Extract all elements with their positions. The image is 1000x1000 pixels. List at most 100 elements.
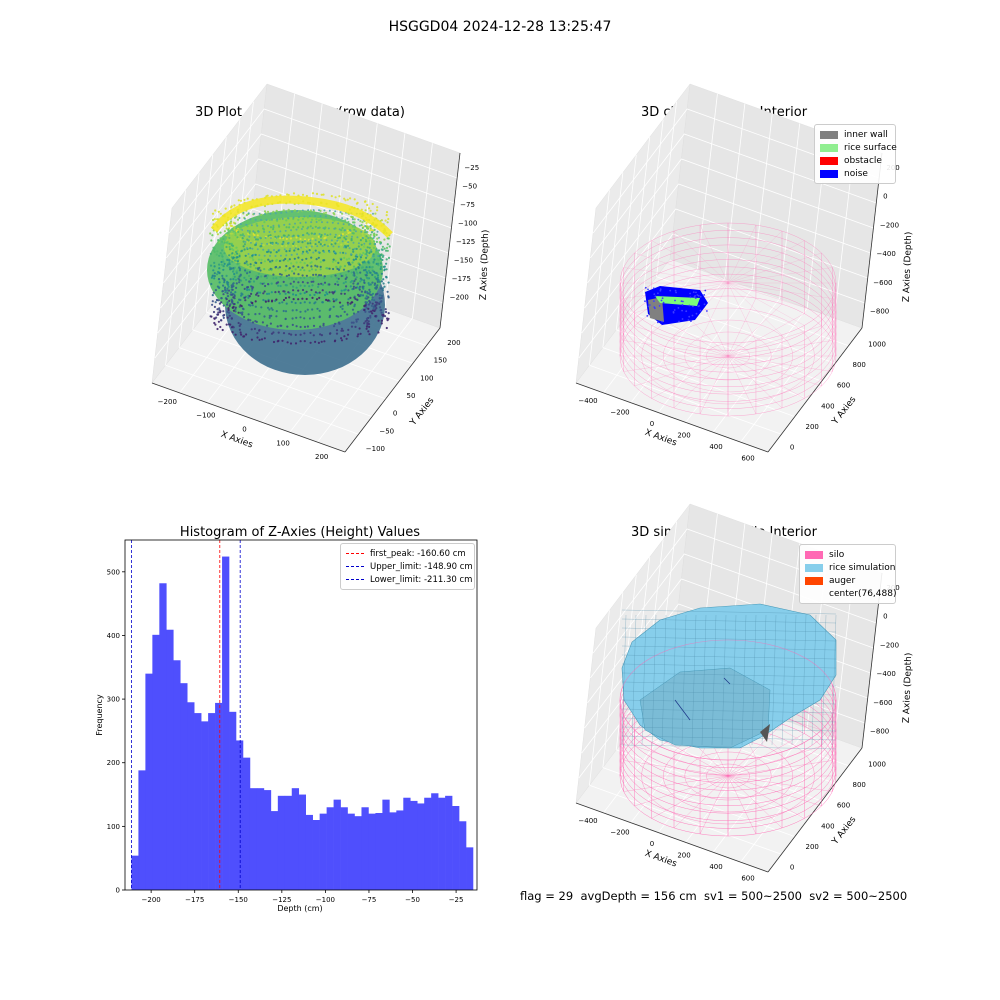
raw-point <box>314 239 317 242</box>
raw-point <box>215 298 218 302</box>
raw-point <box>248 231 251 234</box>
raw-point <box>274 266 277 269</box>
histogram-bar <box>368 813 376 890</box>
raw-point <box>354 268 358 271</box>
raw-point <box>376 237 379 240</box>
raw-point <box>312 280 315 283</box>
raw-point <box>324 233 326 236</box>
raw-point <box>230 224 233 228</box>
raw-point <box>263 210 267 213</box>
raw-point <box>267 225 269 227</box>
raw-point <box>232 267 235 270</box>
histogram-bar <box>145 673 153 890</box>
raw-point <box>328 267 331 270</box>
raw-point <box>338 236 342 239</box>
histogram-bar <box>187 702 195 890</box>
raw-point <box>363 242 366 245</box>
x-axis-line <box>575 382 769 453</box>
raw-point <box>285 237 288 240</box>
raw-point <box>357 310 360 313</box>
raw-point <box>371 302 374 305</box>
raw-point <box>354 255 357 258</box>
raw-point <box>258 329 261 332</box>
raw-point <box>372 253 375 256</box>
raw-point <box>303 238 307 241</box>
raw-point <box>315 192 319 195</box>
raw-point <box>361 232 364 235</box>
y-tick-label: −50 <box>379 427 394 435</box>
raw-point <box>297 218 300 221</box>
raw-point <box>231 300 234 303</box>
raw-point <box>341 240 344 243</box>
silo-base-ring-simulation <box>684 751 772 801</box>
raw-point <box>231 237 234 240</box>
raw-point <box>214 209 217 212</box>
surface-mesh-line <box>701 614 707 746</box>
y-tick-label: 1000 <box>868 760 886 768</box>
noise-point <box>681 309 683 312</box>
grid-line <box>712 308 808 433</box>
raw-point <box>303 332 306 335</box>
raw-point <box>374 251 377 255</box>
raw-point <box>213 265 216 268</box>
raw-point <box>241 293 244 296</box>
surface-mesh-line <box>621 636 837 642</box>
raw-point <box>310 256 313 259</box>
raw-point <box>305 274 308 277</box>
raw-point <box>361 226 364 230</box>
raw-point <box>368 266 371 269</box>
raw-point <box>278 259 281 263</box>
raw-point <box>220 319 223 322</box>
grid-line <box>412 143 433 319</box>
raw-point <box>271 243 274 245</box>
panel-raw-data: 3D Plot of Silo Interior(row data) −200−… <box>151 83 491 461</box>
raw-point <box>225 227 228 230</box>
raw-point <box>285 254 288 257</box>
raw-point <box>385 258 388 261</box>
raw-point <box>255 242 258 245</box>
raw-point <box>380 296 383 300</box>
raw-point <box>340 339 344 342</box>
raw-point <box>244 299 247 302</box>
raw-point <box>247 220 250 223</box>
raw-point <box>238 278 241 281</box>
classify-z-axis-label: Z Axies (Depth) <box>902 232 914 303</box>
raw-point <box>311 296 314 299</box>
raw-point <box>386 290 389 293</box>
raw-point <box>287 208 290 211</box>
raw-point <box>318 219 321 222</box>
z-tick-label: −600 <box>873 279 892 287</box>
raw-point <box>268 314 271 317</box>
raw-point <box>375 249 378 251</box>
raw-point <box>347 244 350 247</box>
silo-spoke-simulation <box>727 775 805 819</box>
raw-point <box>363 308 366 312</box>
raw-point <box>301 281 304 284</box>
raw-point <box>340 289 343 292</box>
raw-point <box>359 239 362 242</box>
raw-point <box>336 267 339 270</box>
raw-point <box>371 265 374 269</box>
raw-point <box>344 238 347 241</box>
raw-point <box>310 280 313 283</box>
raw-point <box>311 237 314 240</box>
raw-point <box>365 266 368 269</box>
raw-point <box>243 296 246 299</box>
grid-line <box>740 737 835 863</box>
raw-point <box>354 258 358 261</box>
raw-point <box>276 325 279 328</box>
surface-mesh-line <box>631 614 637 746</box>
raw-point <box>216 273 219 276</box>
raw-point <box>243 276 246 279</box>
silo-spoke-classify <box>651 355 729 399</box>
histogram-legend: first_peak: -160.60 cm Upper_limit: -148… <box>340 543 475 590</box>
raw-point <box>297 298 300 301</box>
raw-point <box>311 308 314 311</box>
raw-point <box>282 242 285 245</box>
raw-point <box>343 197 346 200</box>
grid-line <box>656 101 677 277</box>
raw-point <box>277 331 280 334</box>
raw-point <box>313 293 316 296</box>
raw-point <box>365 317 369 320</box>
raw-point <box>303 301 306 304</box>
